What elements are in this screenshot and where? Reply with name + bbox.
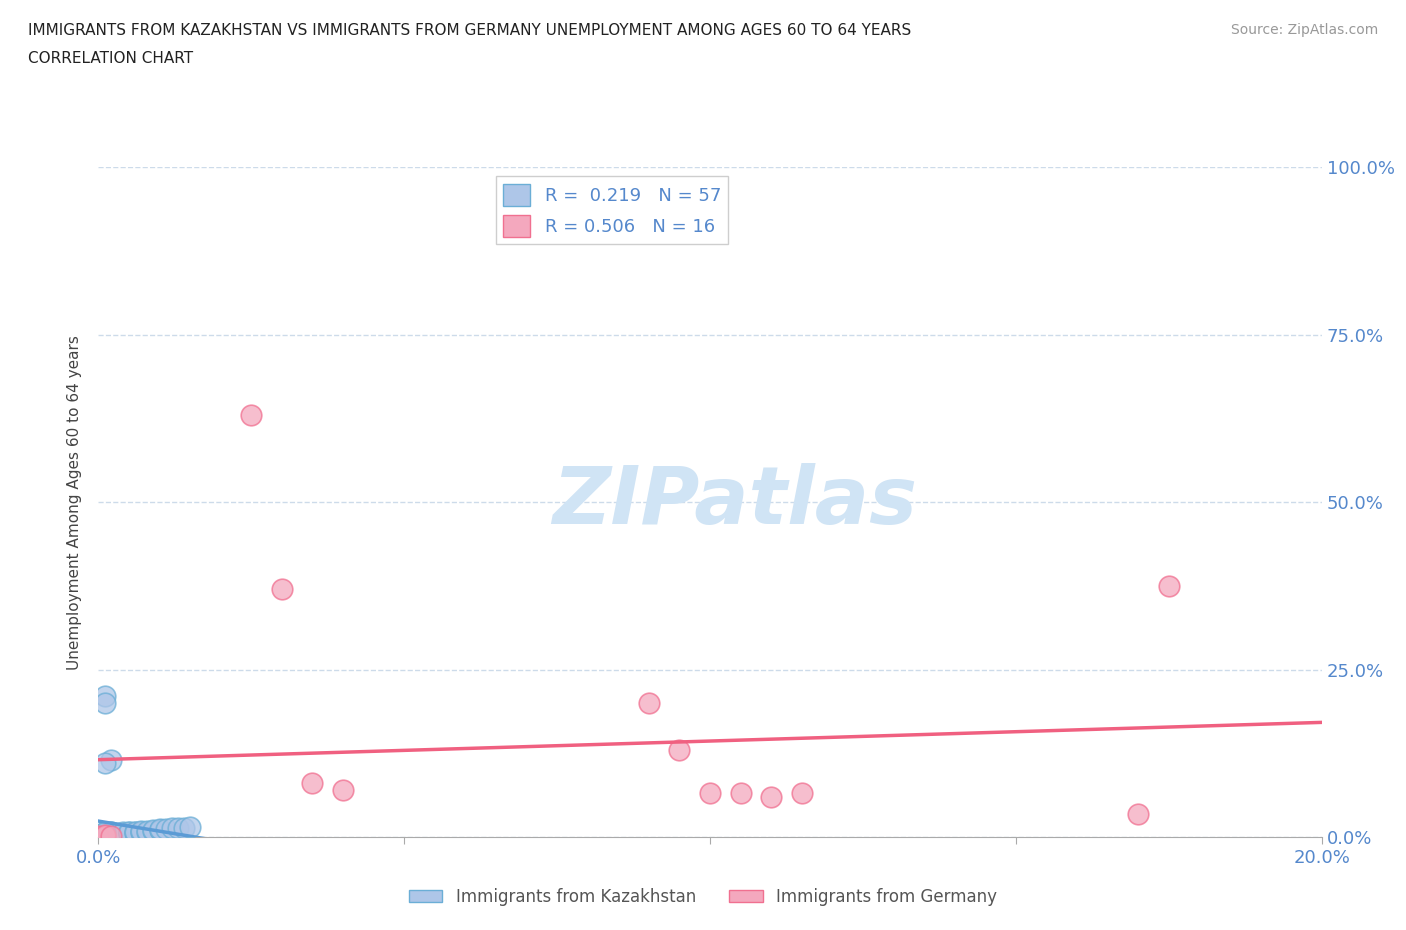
Text: Source: ZipAtlas.com: Source: ZipAtlas.com [1230,23,1378,37]
Point [100,825,122,840]
Point [93,756,115,771]
Point [129,825,152,840]
Point [87,829,110,844]
Point [105,828,128,843]
Legend: Immigrants from Kazakhstan, Immigrants from Germany: Immigrants from Kazakhstan, Immigrants f… [402,881,1004,912]
Point [100,826,122,841]
Point [790,786,813,801]
Point [105,827,128,842]
Point [136,824,159,839]
Point [149,822,172,837]
Point [118,825,141,840]
Point [124,824,146,839]
Point [93,824,115,839]
Point [240,407,263,422]
Point [149,821,172,836]
Point [167,821,190,836]
Text: CORRELATION CHART: CORRELATION CHART [28,51,193,66]
Point [1128,806,1150,821]
Point [668,742,690,757]
Point [93,829,115,844]
Point [118,824,141,839]
Point [93,829,115,844]
Point [93,828,115,843]
Point [118,826,141,841]
Point [111,827,134,842]
Point [118,826,141,841]
Point [93,826,115,841]
Point [93,824,115,839]
Point [111,825,134,840]
Point [93,826,115,841]
Point [93,827,115,842]
Point [100,829,122,844]
Point [105,826,128,841]
Point [730,786,752,801]
Point [332,783,354,798]
Point [93,826,115,841]
Y-axis label: Unemployment Among Ages 60 to 64 years: Unemployment Among Ages 60 to 64 years [67,335,83,670]
Point [100,829,122,844]
Point [100,828,122,843]
Point [100,824,122,839]
Point [155,821,177,836]
Point [111,826,134,841]
Point [87,829,110,844]
Point [111,826,134,841]
Point [93,828,115,843]
Point [759,790,782,804]
Point [149,823,172,838]
Point [637,696,661,711]
Point [301,776,323,790]
Point [142,823,165,838]
Legend: R =  0.219   N = 57, R = 0.506   N = 16: R = 0.219 N = 57, R = 0.506 N = 16 [496,177,728,244]
Point [136,824,159,839]
Point [179,819,201,834]
Point [142,824,165,839]
Text: IMMIGRANTS FROM KAZAKHSTAN VS IMMIGRANTS FROM GERMANY UNEMPLOYMENT AMONG AGES 60: IMMIGRANTS FROM KAZAKHSTAN VS IMMIGRANTS… [28,23,911,38]
Point [87,829,110,844]
Point [93,825,115,840]
Point [93,829,115,844]
Point [93,828,115,843]
Point [160,821,183,836]
Point [105,826,128,841]
Point [100,752,122,767]
Point [699,786,721,801]
Point [93,829,115,844]
Point [87,828,110,843]
Point [124,825,146,840]
Point [270,582,292,597]
Point [1157,578,1180,593]
Point [124,826,146,841]
Point [173,820,195,835]
Point [100,826,122,841]
Text: ZIPatlas: ZIPatlas [553,463,917,541]
Point [129,824,152,839]
Point [93,689,115,704]
Point [93,827,115,842]
Point [129,824,152,839]
Point [100,827,122,842]
Point [93,696,115,711]
